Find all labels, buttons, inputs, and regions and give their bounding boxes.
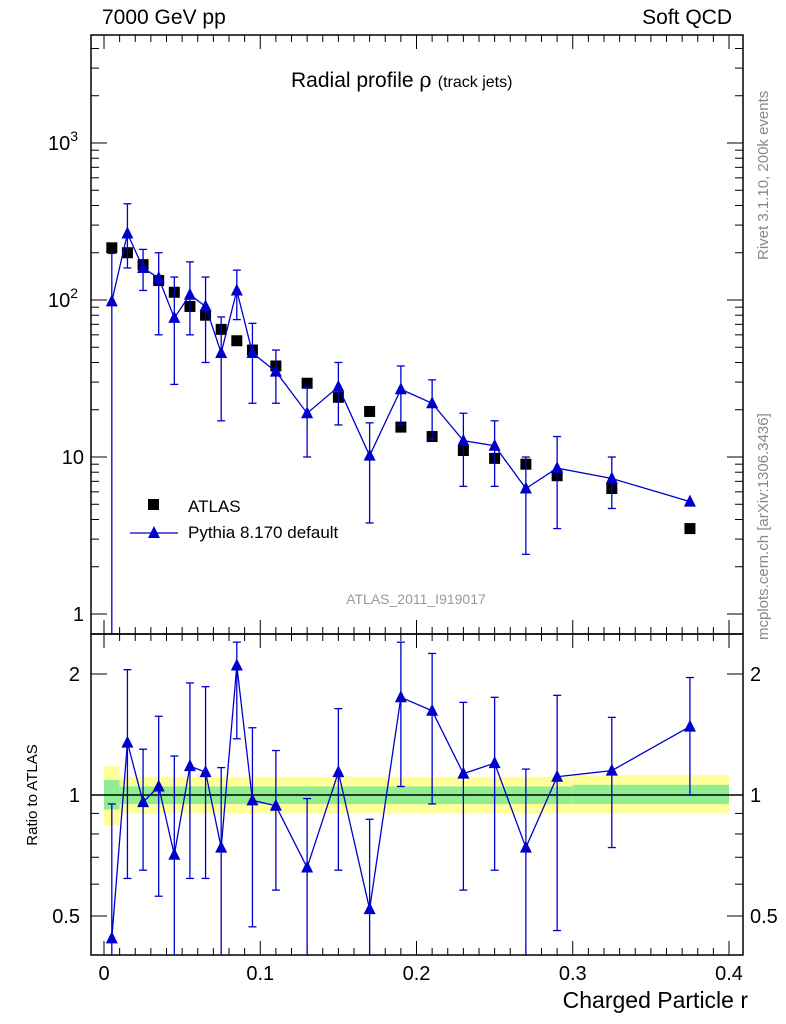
pythia-marker xyxy=(605,471,618,484)
x-tick-label: 0.3 xyxy=(559,963,587,985)
legend-pythia-label: Pythia 8.170 default xyxy=(188,523,339,542)
main-y-tick-label: 1 xyxy=(73,604,84,626)
plot-title-sub: (track jets) xyxy=(438,74,513,91)
main-y-axis-ticks: 1 10 102 103 xyxy=(48,47,743,626)
ratio-pythia-marker xyxy=(183,759,196,772)
legend-pythia-marker xyxy=(148,526,160,538)
pythia-marker xyxy=(519,481,532,494)
atlas-marker xyxy=(364,405,376,417)
ratio-pythia-marker xyxy=(488,756,501,769)
pythia-marker xyxy=(394,382,407,395)
atlas-marker xyxy=(231,335,243,347)
ratio-y-tick-label-right: 0.5 xyxy=(750,906,778,928)
ratio-y-tick-label-right: 2 xyxy=(750,664,761,686)
pythia-marker xyxy=(683,494,696,507)
pythia-marker xyxy=(215,345,228,358)
legend-atlas-label: ATLAS xyxy=(188,497,241,516)
main-y-tick-label: 103 xyxy=(48,128,78,155)
ratio-y-tick-label: 0.5 xyxy=(52,906,80,928)
pythia-marker xyxy=(332,379,345,392)
pythia-marker xyxy=(137,260,150,273)
pythia-marker xyxy=(301,406,314,419)
legend: ATLAS Pythia 8.170 default xyxy=(130,497,339,542)
pythia-series xyxy=(105,203,696,634)
pythia-marker xyxy=(246,345,259,358)
pythia-marker xyxy=(183,287,196,300)
pythia-marker xyxy=(121,226,134,239)
pythia-marker xyxy=(230,283,243,296)
header-left: 7000 GeV pp xyxy=(102,6,226,29)
x-axis-label: Charged Particle r xyxy=(563,987,749,1013)
ratio-pythia-marker xyxy=(394,690,407,703)
plot-title-symbol: ρ xyxy=(419,68,431,92)
ratio-pythia-marker xyxy=(105,931,118,944)
atlas-marker xyxy=(301,377,313,389)
x-tick-label: 0.1 xyxy=(246,963,274,985)
ratio-pythia-marker xyxy=(457,766,470,779)
ratio-y-tick-label-right: 1 xyxy=(750,785,761,807)
ratio-pythia-marker xyxy=(246,793,259,806)
ratio-pythia-marker xyxy=(363,902,376,915)
ratio-pythia-marker xyxy=(605,763,618,776)
ratio-pythia-marker xyxy=(551,769,564,782)
pythia-marker xyxy=(168,310,181,323)
ratio-pythia-marker xyxy=(137,795,150,808)
ratio-pythia-marker xyxy=(332,765,345,778)
plot-title-main: Radial profile xyxy=(291,69,419,92)
pythia-marker xyxy=(488,438,501,451)
ratio-y-axis-ticks: 0.5 0.5 1 1 2 2 xyxy=(52,664,778,956)
main-y-tick-label: 102 xyxy=(48,285,78,312)
ratio-pythia-marker xyxy=(168,847,181,860)
watermark: ATLAS_2011_I919017 xyxy=(346,591,486,607)
ratio-pythia-marker xyxy=(426,703,439,716)
pythia-marker xyxy=(199,299,212,312)
pythia-marker xyxy=(105,294,118,307)
ratio-y-tick-label: 1 xyxy=(69,785,80,807)
atlas-marker xyxy=(106,242,118,254)
pythia-marker xyxy=(269,364,282,377)
ratio-pythia-series xyxy=(105,641,696,955)
ratio-pythia-marker xyxy=(519,840,532,853)
ratio-bands xyxy=(104,766,729,826)
ratio-pythia-marker xyxy=(199,765,212,778)
header-right: Soft QCD xyxy=(642,6,732,29)
ratio-y-tick-label: 2 xyxy=(69,664,80,686)
ratio-pythia-marker xyxy=(301,860,314,873)
ratio-pythia-line xyxy=(111,665,691,939)
x-tick-label: 0 xyxy=(98,963,109,985)
pythia-marker xyxy=(426,396,439,409)
ratio-pythia-marker xyxy=(269,798,282,811)
x-axis-ticks: 0 0.1 0.2 0.3 0.4 xyxy=(98,35,743,985)
plot-title: Radial profile ρ (track jets) xyxy=(291,68,512,92)
pythia-line xyxy=(111,231,691,503)
pythia-marker xyxy=(363,448,376,461)
ratio-y-axis-label: Ratio to ATLAS xyxy=(24,744,41,845)
ratio-pythia-marker xyxy=(230,658,243,671)
x-tick-label: 0.4 xyxy=(715,963,743,985)
atlas-marker xyxy=(395,421,407,433)
pythia-marker xyxy=(551,461,564,474)
main-y-tick-label: 10 xyxy=(62,447,84,469)
x-tick-label: 0.2 xyxy=(403,963,431,985)
ratio-pythia-marker xyxy=(121,735,134,748)
pythia-marker xyxy=(457,433,470,446)
ratio-pythia-marker xyxy=(152,779,165,792)
ratio-pythia-marker xyxy=(683,719,696,732)
ratio-pythia-marker xyxy=(215,840,228,853)
pythia-marker xyxy=(152,271,165,284)
atlas-marker xyxy=(684,523,696,535)
legend-atlas-marker xyxy=(148,499,159,510)
